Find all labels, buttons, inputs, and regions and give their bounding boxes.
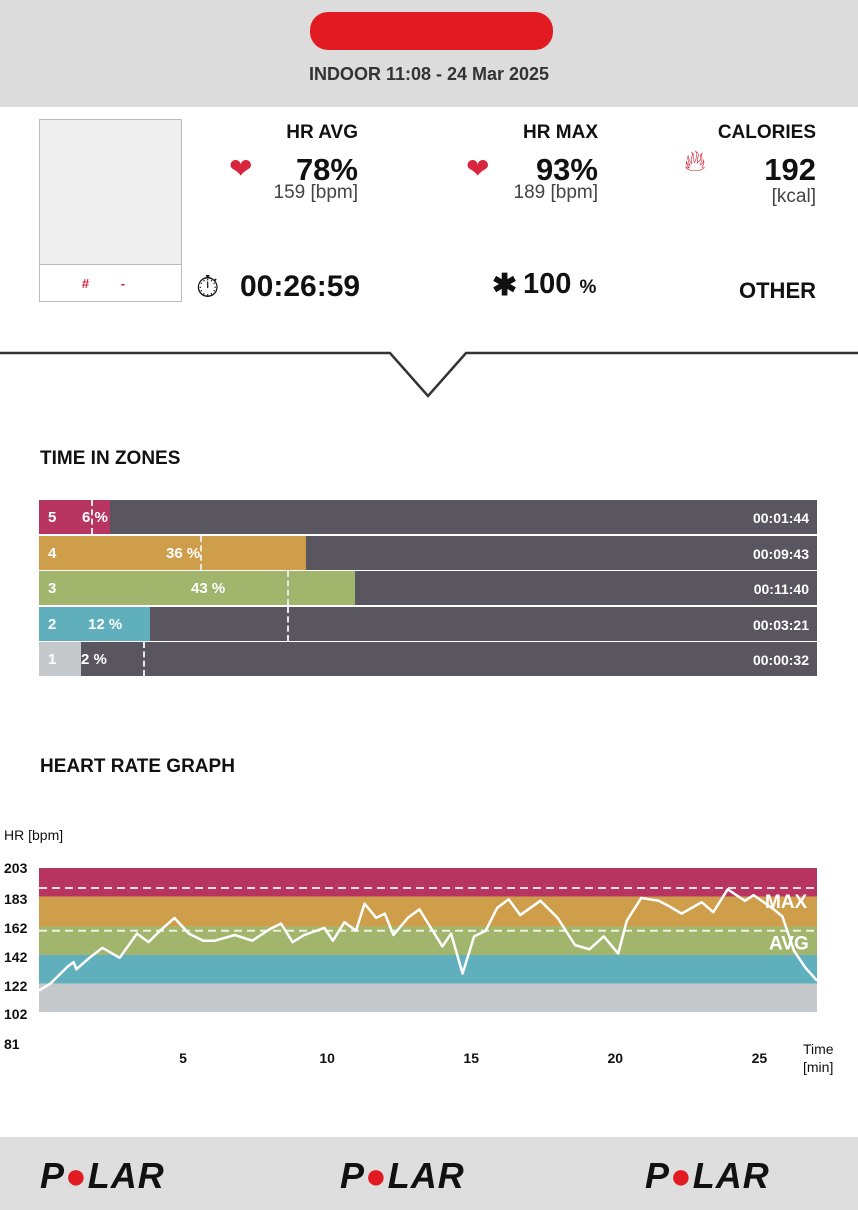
profile-photo: # -: [39, 119, 182, 302]
y-tick-label: 183: [4, 891, 28, 907]
zone-marker: [143, 642, 145, 676]
max-label: MAX: [765, 892, 808, 913]
x-tick-label: 15: [463, 1050, 479, 1066]
zone-percent: 6 %: [82, 509, 108, 526]
battery-number: 100: [523, 268, 572, 300]
zone-percent: 2 %: [81, 651, 107, 668]
x-tick-label: 25: [752, 1050, 768, 1066]
zone-row-2: 2 12 % 00:03:21: [39, 606, 817, 641]
zone-time: 00:09:43: [752, 545, 809, 562]
hr-avg-label: HR AVG: [286, 122, 358, 143]
hr-avg-bpm: 159 [bpm]: [273, 182, 359, 203]
zone-percent: 43 %: [191, 580, 226, 597]
y-tick-label: 162: [4, 920, 28, 936]
hr-max-stat: HR MAX 93% 189 [bpm]: [514, 122, 599, 204]
y-tick-label: 203: [4, 860, 28, 876]
battery-unit: %: [579, 277, 597, 298]
battery-value: 100 %: [523, 268, 596, 301]
zone-fill: [39, 500, 110, 534]
polar-logo: P●LAR: [40, 1155, 165, 1196]
footer: P●LAR P●LAR P●LAR: [0, 1137, 858, 1210]
zone-number: 2: [48, 615, 57, 633]
x-axis-unit: [min]: [803, 1059, 833, 1075]
zone-time: 00:00:32: [752, 652, 809, 668]
y-tick-label: 81: [4, 1036, 20, 1052]
zone-band: [39, 954, 817, 984]
zone-band: [39, 868, 817, 897]
flame-icon: 🔥︎: [684, 145, 707, 178]
zone-number: 4: [48, 544, 57, 562]
heart-icon: ❤: [466, 153, 490, 184]
hr-max-bpm: 189 [bpm]: [513, 182, 599, 203]
zone-fill: [39, 606, 150, 641]
polar-logo: P●LAR: [645, 1155, 770, 1196]
polar-logo: P●LAR: [340, 1155, 465, 1196]
graph-title: HEART RATE GRAPH: [40, 756, 235, 777]
profile-caption: # -: [40, 264, 181, 301]
hr-max-label: HR MAX: [523, 122, 598, 143]
x-tick-label: 5: [179, 1050, 187, 1066]
bluetooth-icon: ✱: [492, 269, 518, 302]
zone-band: [39, 983, 817, 1012]
y-tick-label: 102: [4, 1006, 28, 1022]
zone-fill: [39, 571, 355, 605]
calories-value: 192: [764, 152, 816, 187]
zone-row-1: 1 2 % 00:00:32: [39, 642, 817, 676]
zone-number: 1: [48, 651, 57, 668]
y-axis-label: HR [bpm]: [4, 827, 63, 843]
zone-percent: 36 %: [166, 544, 201, 562]
hr-line: [38, 888, 818, 992]
duration-value: 00:26:59: [240, 270, 361, 303]
hr-avg-stat: HR AVG 78% 159 [bpm]: [274, 122, 359, 204]
section-divider: [0, 351, 858, 398]
x-tick-label: 20: [608, 1050, 624, 1066]
y-tick-label: 142: [4, 949, 28, 965]
hr-max-pct: %: [570, 152, 598, 187]
zone-number: 5: [48, 509, 57, 526]
zones-chart: 5 6 % 00:01:44 4 36 % 00:09:43 3 43 % 00…: [39, 500, 817, 678]
hr-max-value: 93: [535, 152, 571, 187]
zone-time: 00:01:44: [752, 510, 809, 526]
zone-row-3: 3 43 % 00:11:40: [39, 571, 817, 605]
calories-stat: CALORIES 192 [kcal]: [718, 122, 816, 208]
zone-row-4: 4 36 % 00:09:43: [39, 535, 817, 570]
calories-label: CALORIES: [717, 122, 816, 143]
x-tick-label: 10: [319, 1050, 335, 1066]
redacted-name: [310, 12, 553, 50]
avg-label: AVG: [769, 934, 809, 955]
zone-marker: [91, 500, 93, 534]
x-axis-label: Time: [803, 1041, 834, 1057]
hr-avg-value: 78: [295, 152, 331, 187]
heart-icon: ❤: [229, 153, 253, 184]
zone-percent: 12 %: [88, 615, 123, 633]
sport-label: OTHER: [739, 278, 816, 303]
zone-time: 00:11:40: [753, 581, 809, 597]
y-tick-label: 122: [4, 978, 28, 994]
hr-avg-pct: %: [330, 152, 358, 187]
zone-time: 00:03:21: [752, 616, 809, 633]
stopwatch-icon: ⏱︎: [196, 271, 220, 304]
zone-fill: [39, 642, 81, 676]
zone-marker: [287, 571, 289, 605]
zone-marker: [287, 606, 289, 641]
zone-marker: [200, 535, 202, 570]
zones-title: TIME IN ZONES: [40, 448, 181, 469]
heart-rate-graph: MAX AVG HR [bpm] 203 183 162 142 122 102 81 5 10 15 2…: [4, 827, 834, 1075]
zone-row-5: 5 6 % 00:01:44: [39, 500, 817, 534]
zone-number: 3: [48, 580, 57, 597]
session-subtitle: INDOOR 11:08 - 24 Mar 2025: [308, 64, 550, 84]
header: INDOOR 11:08 - 24 Mar 2025: [0, 0, 858, 107]
zone-band: [39, 926, 817, 955]
zone-fill: [39, 535, 306, 570]
calories-unit: [kcal]: [771, 186, 816, 207]
